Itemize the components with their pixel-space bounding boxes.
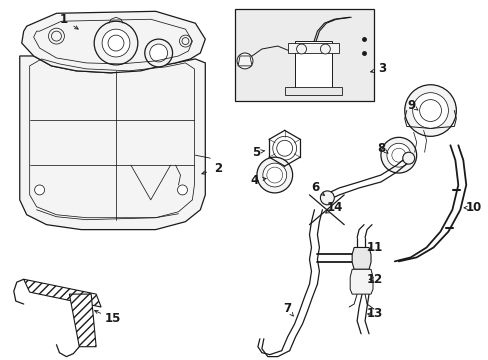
Circle shape — [144, 39, 172, 67]
Polygon shape — [349, 269, 372, 294]
Bar — [235, 9, 373, 100]
Circle shape — [102, 29, 130, 57]
Text: 11: 11 — [366, 241, 382, 254]
Circle shape — [320, 191, 334, 205]
Bar — [294, 41, 332, 93]
Circle shape — [177, 185, 187, 195]
Circle shape — [35, 185, 44, 195]
Text: 3: 3 — [377, 62, 385, 75]
Polygon shape — [238, 56, 251, 66]
Circle shape — [256, 157, 292, 193]
Text: 13: 13 — [366, 307, 382, 320]
Polygon shape — [20, 56, 205, 230]
Polygon shape — [69, 294, 96, 347]
Text: 8: 8 — [376, 142, 384, 155]
Bar — [284, 87, 342, 95]
Text: 9: 9 — [407, 99, 415, 112]
Circle shape — [296, 44, 306, 54]
Circle shape — [412, 93, 447, 129]
Text: 12: 12 — [366, 273, 382, 286]
Circle shape — [402, 152, 414, 164]
Circle shape — [272, 136, 296, 160]
Text: 1: 1 — [59, 13, 67, 26]
Polygon shape — [24, 279, 101, 307]
Text: 5: 5 — [251, 146, 260, 159]
Polygon shape — [21, 11, 205, 73]
Circle shape — [179, 35, 191, 47]
Text: 4: 4 — [250, 174, 259, 186]
Circle shape — [380, 137, 416, 173]
Polygon shape — [351, 247, 370, 269]
Text: 7: 7 — [283, 302, 291, 315]
Text: 15: 15 — [104, 312, 121, 325]
Text: 10: 10 — [465, 201, 481, 214]
Circle shape — [263, 163, 286, 187]
Circle shape — [149, 44, 167, 62]
Circle shape — [320, 44, 330, 54]
Circle shape — [48, 28, 64, 44]
Circle shape — [237, 53, 252, 69]
Text: 6: 6 — [311, 181, 319, 194]
Bar — [287, 43, 339, 53]
Text: 2: 2 — [214, 162, 222, 175]
Circle shape — [386, 143, 410, 167]
Circle shape — [94, 21, 138, 65]
Text: 14: 14 — [326, 201, 343, 214]
Circle shape — [404, 85, 455, 136]
